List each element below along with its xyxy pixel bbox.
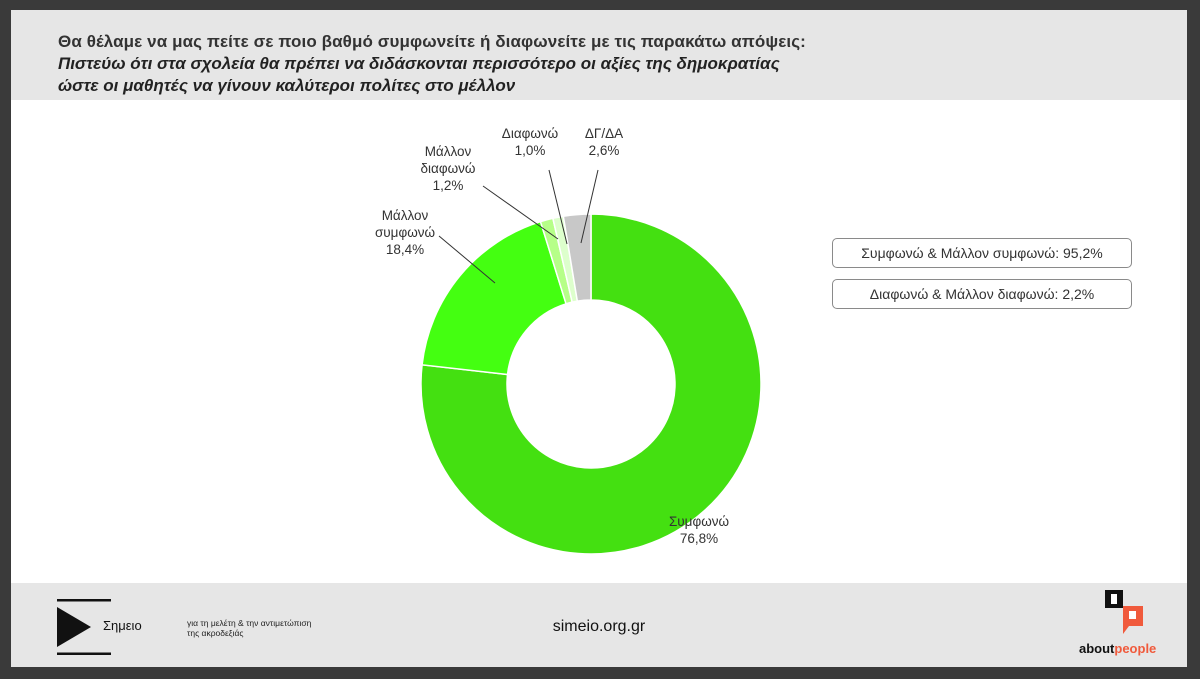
- leader-line-4: [548, 169, 568, 245]
- slice-label-1: Συμφωνώ 76,8%: [669, 514, 729, 546]
- tagline-line-2: της ακροδεξιάς: [187, 628, 244, 638]
- footer-band: Σημειο για τη μελέτη & την αντιμετώπιση …: [11, 583, 1187, 667]
- site-url[interactable]: simeio.org.gr: [552, 618, 646, 635]
- statement-line-2: ώστε οι μαθητές να γίνουν καλύτεροι πολί…: [58, 76, 516, 95]
- slide: Θα θέλαμε να μας πείτε σε ποιο βαθμό συμ…: [11, 10, 1187, 667]
- tagline-line-1: για τη μελέτη & την αντιμετώπιση: [187, 618, 312, 628]
- leader-line-2: [438, 235, 496, 284]
- question-text: Θα θέλαμε να μας πείτε σε ποιο βαθμό συμ…: [58, 32, 806, 51]
- brand-people: people: [1114, 641, 1157, 656]
- slice-label-3: Μάλλον διαφωνώ 1,2%: [421, 144, 476, 193]
- aboutpeople-logo-icon: [1105, 590, 1143, 634]
- slice-5: [562, 213, 592, 302]
- leader-line-5: [580, 169, 599, 244]
- simeio-logo-name: Σημειο: [103, 618, 142, 633]
- leader-line-3: [482, 185, 559, 240]
- slice-2: [421, 220, 567, 376]
- slice-label-2: Μάλλον συμφωνώ 18,4%: [375, 208, 435, 257]
- agree-total-box: Συμφωνώ & Μάλλον συμφωνώ: 95,2%: [832, 238, 1132, 268]
- disagree-total-box: Διαφωνώ & Μάλλον διαφωνώ: 2,2%: [832, 279, 1132, 309]
- tagline: για τη μελέτη & την αντιμετώπιση της ακρ…: [187, 618, 357, 638]
- header-band: Θα θέλαμε να μας πείτε σε ποιο βαθμό συμ…: [11, 10, 1187, 100]
- statement-line-1: Πιστεύω ότι στα σχολεία θα πρέπει να διδ…: [58, 54, 780, 73]
- slice-1: [420, 213, 762, 555]
- donut-chart: Συμφωνώ 76,8% Μάλλον συμφωνώ 18,4% Μάλλον διαφ…: [375, 126, 762, 555]
- brand-about: about: [1079, 641, 1115, 656]
- slice-label-5: ΔΓ/ΔΑ 2,6%: [585, 126, 623, 158]
- simeio-logo-icon: [57, 599, 111, 655]
- chart-area: Συμφωνώ 76,8% Μάλλον συμφωνώ 18,4% Μάλλον διαφ…: [11, 100, 1187, 583]
- slice-label-4: Διαφωνώ 1,0%: [502, 126, 558, 158]
- aboutpeople-wordmark: aboutpeople: [1079, 641, 1156, 656]
